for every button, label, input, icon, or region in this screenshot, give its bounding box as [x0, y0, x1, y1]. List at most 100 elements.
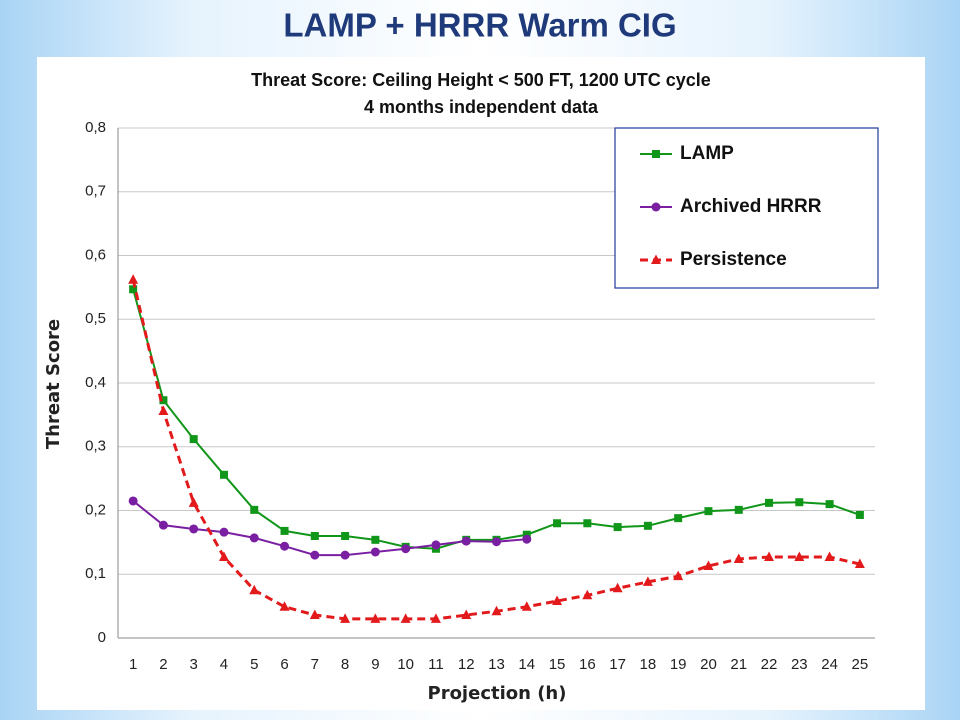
data-point [250, 505, 259, 514]
slide-title: LAMP + HRRR Warm CIG [283, 7, 676, 44]
x-tick-label: 8 [341, 656, 349, 673]
data-point [401, 544, 411, 554]
x-tick-label: 25 [852, 656, 869, 673]
data-point [825, 500, 834, 509]
data-point [371, 535, 380, 544]
data-point [794, 551, 805, 562]
x-tick-label: 24 [821, 656, 838, 673]
legend-label: LAMP [680, 143, 734, 164]
legend-label: Archived HRRR [680, 196, 822, 217]
x-tick-label: 20 [700, 656, 717, 673]
data-point [764, 551, 775, 562]
data-point [310, 550, 320, 560]
data-point [492, 537, 501, 547]
data-point [188, 497, 199, 507]
x-tick-label: 6 [280, 656, 288, 673]
x-axis-label: Projection (h) [428, 683, 567, 704]
data-point [280, 541, 290, 551]
data-point [765, 498, 774, 507]
y-tick-label: 0 [98, 629, 106, 646]
data-point [673, 570, 684, 581]
x-tick-label: 10 [397, 656, 414, 673]
data-point [128, 274, 139, 284]
data-point [280, 526, 289, 535]
data-point [704, 507, 713, 516]
data-point [219, 527, 229, 537]
x-tick-label: 17 [609, 656, 626, 673]
data-point [340, 613, 351, 623]
data-point [430, 613, 441, 623]
data-point [370, 547, 380, 557]
legend-marker [651, 254, 661, 264]
data-point [553, 519, 562, 528]
data-point [855, 510, 864, 519]
data-point [158, 405, 169, 416]
x-tick-label: 21 [730, 656, 747, 673]
data-point [612, 582, 623, 593]
series-line [132, 500, 527, 557]
data-point [491, 605, 502, 616]
y-tick-label: 0,6 [85, 246, 106, 263]
data-point [370, 613, 381, 623]
data-point [854, 558, 865, 569]
data-point [129, 285, 138, 294]
data-point [340, 550, 350, 560]
data-point [613, 523, 622, 532]
y-tick-label: 0,2 [85, 501, 106, 518]
x-tick-label: 7 [311, 656, 319, 673]
data-point [642, 576, 653, 586]
x-tick-label: 5 [250, 656, 258, 673]
data-point [521, 601, 532, 611]
y-tick-label: 0,7 [85, 183, 106, 200]
data-point [218, 551, 229, 562]
data-point [431, 540, 441, 550]
x-tick-label: 16 [579, 656, 596, 673]
data-point [824, 551, 835, 562]
x-tick-label: 11 [428, 656, 444, 673]
data-point [582, 589, 593, 600]
x-tick-label: 3 [190, 656, 198, 673]
y-tick-label: 0,8 [85, 119, 106, 136]
y-tick-label: 0,4 [85, 374, 106, 391]
data-point [189, 524, 199, 534]
data-point [219, 470, 228, 479]
data-point [249, 533, 259, 543]
data-point [522, 534, 532, 544]
data-point [341, 532, 350, 540]
x-tick-label: 12 [458, 656, 475, 673]
x-tick-label: 9 [371, 656, 379, 673]
x-tick-label: 13 [488, 656, 505, 673]
x-tick-label: 15 [549, 656, 566, 673]
data-point [733, 553, 744, 563]
x-tick-label: 19 [670, 656, 687, 673]
x-tick-label: 23 [791, 656, 808, 673]
x-tick-label: 14 [518, 656, 535, 673]
data-point [734, 505, 743, 514]
y-tick-label: 0,5 [85, 310, 106, 327]
data-point [795, 498, 804, 507]
data-point [552, 595, 563, 606]
y-axis-label: Threat Score [43, 319, 64, 449]
data-point [159, 396, 168, 405]
data-point [189, 435, 198, 444]
data-point [249, 584, 260, 595]
data-point [583, 519, 592, 528]
x-tick-label: 4 [220, 656, 228, 673]
legend-marker [651, 202, 661, 212]
data-point [279, 601, 290, 611]
data-point [158, 520, 168, 530]
legend-label: Persistence [680, 249, 787, 270]
y-tick-label: 0,3 [85, 438, 106, 455]
x-tick-label: 2 [159, 656, 167, 673]
data-point [128, 496, 138, 506]
y-tick-label: 0,1 [85, 565, 106, 582]
x-tick-label: 22 [761, 656, 778, 673]
chart-title: Threat Score: Ceiling Height < 500 FT, 1… [251, 70, 711, 90]
data-point [674, 514, 683, 523]
legend-marker [652, 150, 660, 158]
data-point [461, 536, 471, 546]
data-point [703, 560, 714, 570]
x-tick-label: 1 [129, 656, 137, 673]
data-point [310, 532, 319, 540]
